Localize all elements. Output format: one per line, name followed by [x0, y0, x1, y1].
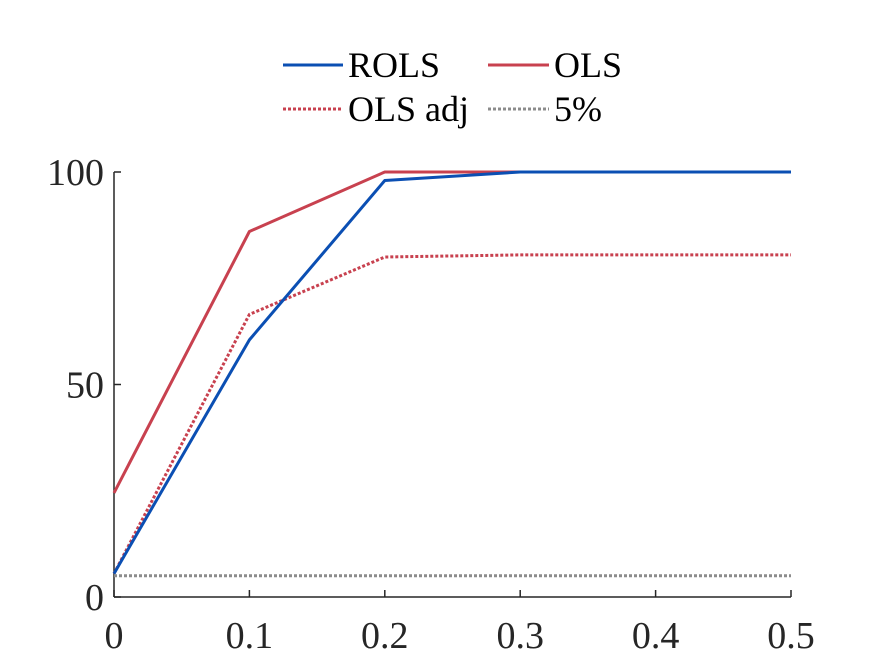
series-line-ols [112, 170, 791, 494]
y-tick-label: 50 [66, 365, 104, 407]
x-tick-label: 0.4 [632, 615, 680, 656]
legend-label: 5% [554, 89, 602, 129]
x-tick-label: 0.3 [496, 615, 544, 656]
x-tick-label: 0.2 [361, 615, 409, 656]
legend-label: OLS [554, 45, 622, 85]
x-tick-label: 0.1 [226, 615, 274, 656]
axes [113, 171, 792, 598]
legend-label: OLS adj [348, 89, 469, 129]
x-tick-label: 0.5 [767, 615, 815, 656]
series-line-ols-adj [112, 253, 791, 575]
legend-label: ROLS [348, 45, 440, 85]
tick-labels: 0 0.1 0.2 0.3 0.4 0.5 0 50 100 [47, 152, 815, 656]
series-line-rols [112, 170, 791, 575]
x-tick-label: 0 [105, 615, 124, 656]
y-tick-label: 0 [85, 577, 104, 619]
series-group [112, 170, 791, 578]
y-tick-label: 100 [47, 152, 104, 194]
legend: ROLS OLS OLS adj 5% [283, 45, 622, 129]
